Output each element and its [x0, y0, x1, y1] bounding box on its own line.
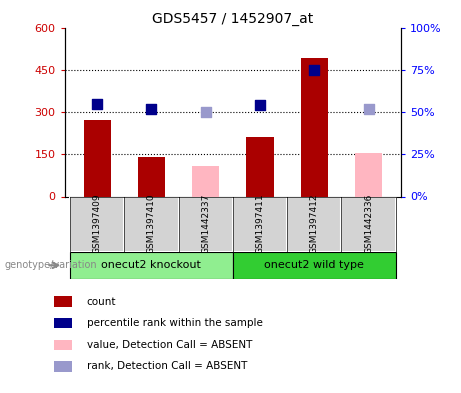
Text: percentile rank within the sample: percentile rank within the sample [87, 318, 263, 328]
Text: rank, Detection Call = ABSENT: rank, Detection Call = ABSENT [87, 362, 247, 371]
Point [311, 66, 318, 73]
Bar [355, 153, 382, 196]
Bar [178, 196, 233, 252]
Point [365, 105, 372, 112]
Bar [54, 318, 72, 329]
Point [148, 105, 155, 112]
Bar [54, 296, 72, 307]
Bar [70, 252, 233, 279]
Text: GSM1442337: GSM1442337 [201, 194, 210, 254]
Point [256, 102, 264, 108]
Text: genotype/variation: genotype/variation [5, 260, 97, 270]
Text: GSM1397409: GSM1397409 [93, 194, 101, 254]
Bar [192, 165, 219, 196]
Bar [54, 361, 72, 372]
Bar [54, 340, 72, 350]
Bar [246, 137, 273, 196]
Text: count: count [87, 297, 116, 307]
Bar [124, 196, 178, 252]
Text: GSM1397410: GSM1397410 [147, 194, 156, 254]
Text: value, Detection Call = ABSENT: value, Detection Call = ABSENT [87, 340, 252, 350]
Text: GSM1397411: GSM1397411 [255, 194, 265, 254]
Bar [341, 196, 396, 252]
Text: onecut2 knockout: onecut2 knockout [101, 260, 201, 270]
Text: GSM1442336: GSM1442336 [364, 194, 373, 254]
Point [202, 109, 209, 115]
Bar [138, 157, 165, 196]
Bar [233, 252, 396, 279]
Text: onecut2 wild type: onecut2 wild type [264, 260, 364, 270]
Text: GSM1397412: GSM1397412 [310, 194, 319, 254]
Bar [233, 196, 287, 252]
Title: GDS5457 / 1452907_at: GDS5457 / 1452907_at [152, 13, 313, 26]
Bar [70, 196, 124, 252]
Bar [83, 120, 111, 196]
Bar [301, 59, 328, 196]
Bar [287, 196, 341, 252]
Point [94, 100, 101, 107]
